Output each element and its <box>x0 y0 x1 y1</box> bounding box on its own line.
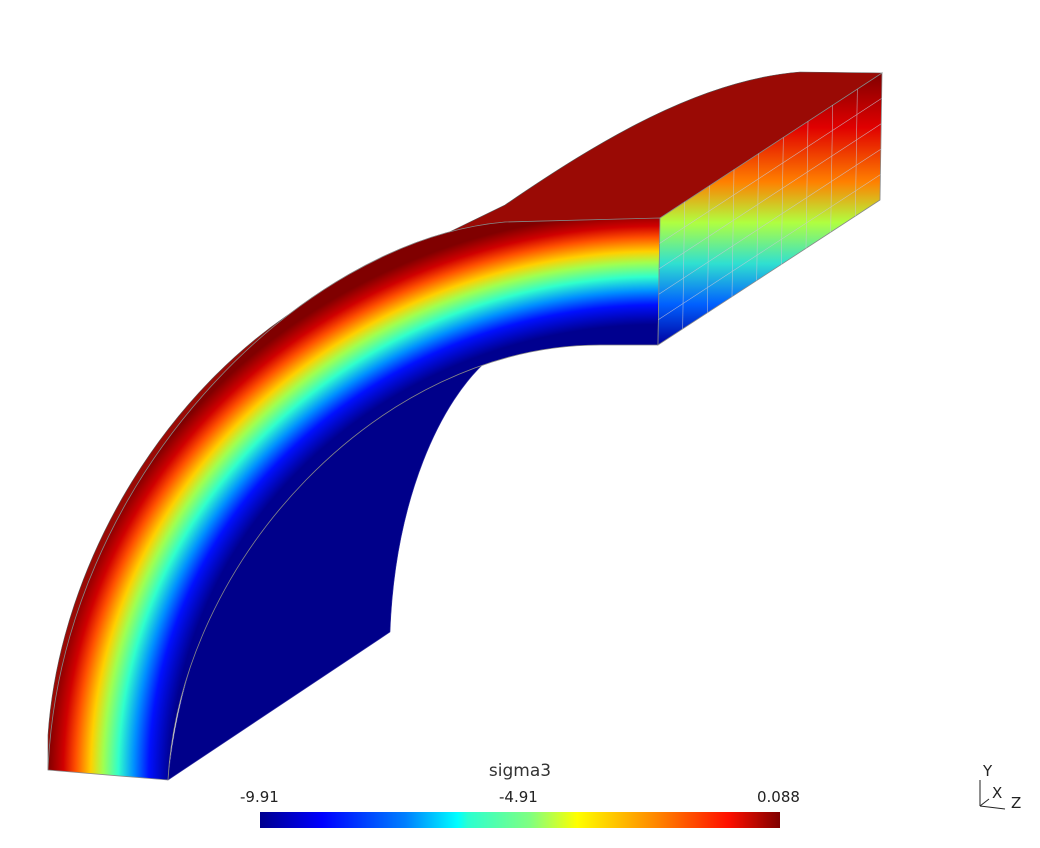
mesh-lines <box>658 89 882 329</box>
colorbar-min-label: -9.91 <box>240 788 279 806</box>
mesh-line <box>855 89 858 217</box>
mesh-line <box>659 98 882 244</box>
colorbar-mid-label: -4.91 <box>499 788 538 806</box>
mesh-line <box>707 185 710 313</box>
axis-y-label: Y <box>983 762 993 780</box>
mesh-line <box>658 174 881 320</box>
mesh-line <box>658 148 881 295</box>
mesh-line <box>659 123 882 270</box>
mesh-line <box>830 105 833 233</box>
axis-x-label: X <box>992 784 1003 802</box>
mesh-line <box>756 153 759 281</box>
axis-z-label: Z <box>1011 794 1022 812</box>
mesh-line <box>731 169 735 297</box>
mesh-line <box>682 201 685 329</box>
colorbar-title: sigma3 <box>488 761 552 781</box>
mesh-line <box>781 137 784 265</box>
colorbar <box>260 812 780 828</box>
axes-triad-icon <box>979 780 1006 810</box>
mesh-line <box>805 121 809 249</box>
colorbar-max-label: 0.088 <box>757 788 800 806</box>
